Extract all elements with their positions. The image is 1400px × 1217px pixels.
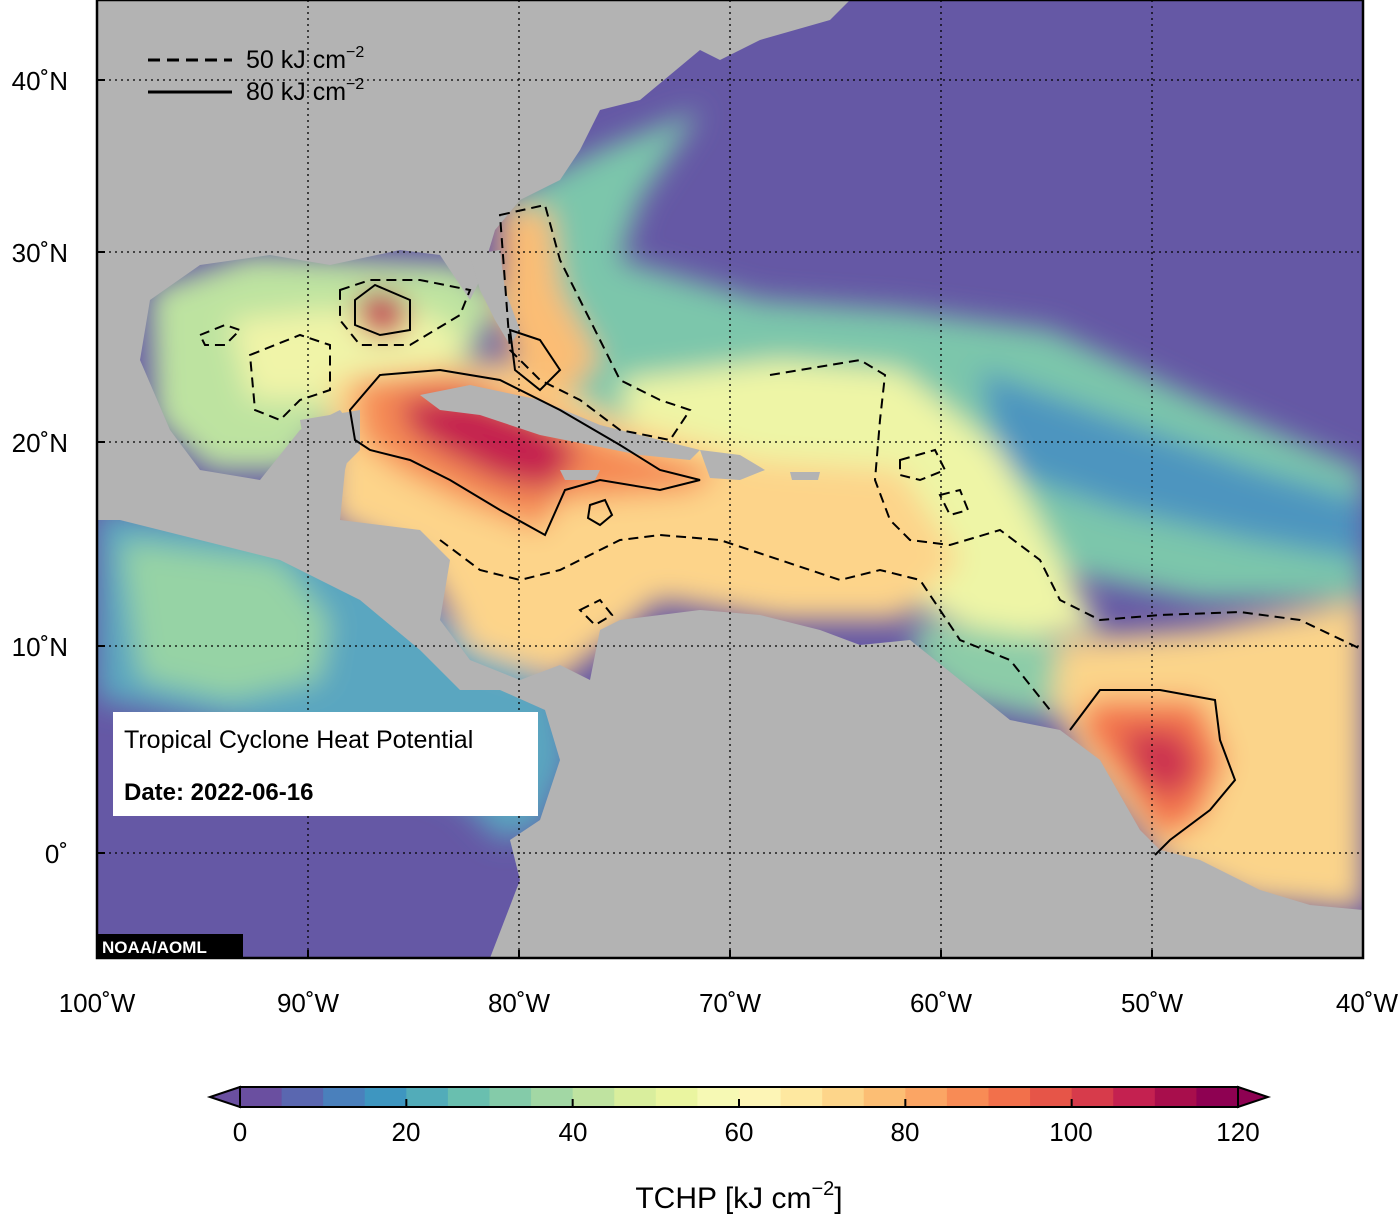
lat-label-30n: 30˚N — [12, 238, 68, 268]
lon-label-70w: 70˚W — [699, 988, 762, 1018]
contour-50-southern — [439, 533, 1051, 711]
cuba-land — [420, 385, 700, 460]
colorbar-swatch — [364, 1087, 407, 1107]
colorbar-swatches — [240, 1087, 1239, 1107]
colorbar-swatch — [863, 1087, 906, 1107]
colorbar-tick-marks — [239, 1099, 1239, 1107]
florida-current — [500, 210, 600, 400]
legend-50-label: 50 kJ cm−2 — [246, 44, 364, 74]
lat-label-40n: 40˚N — [12, 66, 68, 96]
contour-50-florida — [498, 203, 692, 442]
contour-50-gulf — [248, 333, 331, 422]
colorbar-tick-80: 80 — [891, 1117, 920, 1147]
colorbar-swatch — [905, 1087, 948, 1107]
colorbar-tick-20: 20 — [392, 1117, 421, 1147]
longitude-labels: 100˚W 90˚W 80˚W 70˚W 60˚W 50˚W 40˚W — [59, 988, 1399, 1018]
colorbar-min-arrow — [206, 1085, 241, 1109]
lon-label-90w: 90˚W — [277, 988, 340, 1018]
yucatan-land — [300, 410, 360, 470]
contour-50-gulf-small — [198, 323, 242, 346]
colorbar-swatch — [822, 1087, 865, 1107]
colorbar-swatch — [614, 1087, 657, 1107]
map-date: Date: 2022-06-16 — [124, 779, 313, 806]
colorbar-tick-60: 60 — [725, 1117, 754, 1147]
hispaniola-land — [700, 450, 765, 480]
north-atlantic-green — [910, 620, 1060, 720]
colorbar-title: TCHP [kJ cm−2] — [635, 1178, 842, 1215]
colorbar-swatch — [323, 1087, 366, 1107]
equatorial-hot — [1120, 730, 1200, 800]
colorbar-swatch — [1196, 1087, 1239, 1107]
legend-80-label: 80 kJ cm−2 — [246, 76, 364, 106]
lon-label-50w: 50˚W — [1121, 988, 1184, 1018]
puerto-rico-land — [790, 472, 820, 480]
tchp-contours — [198, 203, 1363, 856]
colorbar-swatch — [447, 1087, 490, 1107]
colorbar-swatch — [697, 1087, 740, 1107]
colorbar-swatch — [531, 1087, 574, 1107]
colorbar-tick-120: 120 — [1216, 1117, 1259, 1147]
contour-80-caribbean — [348, 368, 701, 537]
colorbar-tick-0: 0 — [233, 1117, 247, 1147]
contour-80-small — [586, 498, 614, 527]
colorbar-swatch — [780, 1087, 823, 1107]
credit-box: NOAA/AOML — [97, 934, 243, 958]
colorbar-swatch — [739, 1087, 782, 1107]
atlantic-blue-band — [980, 370, 1363, 560]
lat-label-10n: 10˚N — [12, 632, 68, 662]
north-east-land — [700, 0, 850, 60]
colorbar-tick-40: 40 — [559, 1117, 588, 1147]
lat-label-20n: 20˚N — [12, 428, 68, 458]
colorbar: 0 20 40 60 80 100 120 TCHP [kJ cm−2] — [206, 1085, 1272, 1215]
contour-50-isle1 — [899, 448, 947, 482]
colorbar-swatch — [1154, 1087, 1197, 1107]
lon-label-60w: 60˚W — [910, 988, 973, 1018]
colorbar-swatch — [572, 1087, 615, 1107]
latitude-labels: 40˚N 30˚N 20˚N 10˚N 0˚ — [12, 66, 68, 869]
title-box: Tropical Cyclone Heat Potential Date: 20… — [113, 712, 538, 816]
colorbar-swatch — [1113, 1087, 1156, 1107]
colorbar-swatch — [489, 1087, 532, 1107]
contour-50-atlantic — [769, 358, 1363, 651]
colorbar-swatch — [988, 1087, 1031, 1107]
lon-label-100w: 100˚W — [59, 988, 136, 1018]
lat-label-0: 0˚ — [45, 839, 68, 869]
north-america-land — [97, 0, 1363, 958]
contour-legend: 50 kJ cm−2 80 kJ cm−2 — [148, 44, 364, 106]
frame-ticks — [97, 79, 1153, 958]
contour-80-loop — [354, 283, 411, 337]
colorbar-swatch — [946, 1087, 989, 1107]
contour-80-bahamas — [508, 328, 562, 392]
colorbar-swatch — [1030, 1087, 1073, 1107]
map-panel — [97, 0, 1363, 958]
lon-label-40w: 40˚W — [1336, 988, 1399, 1018]
map-title: Tropical Cyclone Heat Potential — [124, 726, 473, 754]
colorbar-max-arrow — [1237, 1085, 1272, 1109]
jamaica-land — [560, 470, 600, 480]
colorbar-swatch — [406, 1087, 449, 1107]
contour-50-group — [198, 203, 1363, 711]
colorbar-swatch — [281, 1087, 324, 1107]
credit-label: NOAA/AOML — [102, 938, 207, 957]
colorbar-swatch — [240, 1087, 283, 1107]
loop-current-hot — [355, 290, 410, 335]
contour-50-loop — [339, 279, 472, 346]
colorbar-swatch — [655, 1087, 698, 1107]
contour-50-isle3 — [578, 598, 614, 627]
colorbar-swatch — [1071, 1087, 1114, 1107]
contour-50-isle2 — [938, 488, 970, 517]
contour-80-equatorial — [1069, 689, 1237, 856]
colorbar-tick-100: 100 — [1049, 1117, 1092, 1147]
lon-label-80w: 80˚W — [488, 988, 551, 1018]
pacific-field-green — [120, 540, 330, 700]
